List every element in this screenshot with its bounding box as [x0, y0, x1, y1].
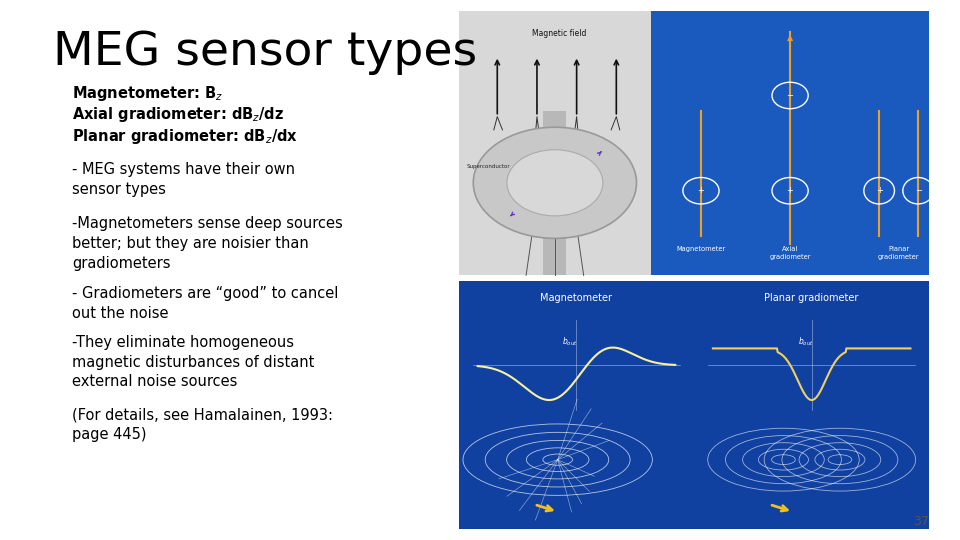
FancyBboxPatch shape — [459, 281, 929, 529]
Text: (For details, see Hamalainen, 1993:
page 445): (For details, see Hamalainen, 1993: page… — [72, 408, 333, 442]
Text: $b_{out}$: $b_{out}$ — [798, 335, 813, 348]
Text: Axial gradiometer: dB$_z$/dz: Axial gradiometer: dB$_z$/dz — [72, 105, 284, 124]
Text: Magnetometer: B$_z$: Magnetometer: B$_z$ — [72, 84, 224, 103]
Text: Axial
gradiometer: Axial gradiometer — [769, 246, 811, 260]
Text: +: + — [786, 186, 794, 195]
Text: −: − — [786, 91, 794, 100]
Text: Magnetic field: Magnetic field — [532, 29, 586, 38]
Text: -They eliminate homogeneous
magnetic disturbances of distant
external noise sour: -They eliminate homogeneous magnetic dis… — [72, 335, 314, 389]
Text: -Magnetometers sense deep sources
better; but they are noisier than
gradiometers: -Magnetometers sense deep sources better… — [72, 216, 343, 271]
Text: Magnetometer: Magnetometer — [677, 246, 726, 252]
Text: Planar gradiometer: dB$_z$/dx: Planar gradiometer: dB$_z$/dx — [72, 127, 299, 146]
Text: +: + — [698, 186, 705, 195]
Text: $b_{out}$: $b_{out}$ — [563, 335, 578, 348]
FancyBboxPatch shape — [543, 222, 566, 275]
Text: - Gradiometers are “good” to cancel
out the noise: - Gradiometers are “good” to cancel out … — [72, 286, 338, 321]
Text: +: + — [876, 186, 882, 195]
Text: Magnetometer: Magnetometer — [540, 293, 612, 303]
Text: 37: 37 — [913, 515, 929, 528]
Text: −: − — [915, 186, 922, 195]
FancyBboxPatch shape — [459, 11, 651, 275]
Text: - MEG systems have their own
sensor types: - MEG systems have their own sensor type… — [72, 162, 295, 197]
Text: MEG sensor types: MEG sensor types — [53, 30, 477, 75]
FancyBboxPatch shape — [651, 11, 929, 275]
Ellipse shape — [507, 150, 603, 216]
FancyBboxPatch shape — [543, 111, 566, 132]
Text: Planar
gradiometer: Planar gradiometer — [877, 246, 920, 260]
Text: Superconductor: Superconductor — [467, 164, 510, 170]
Ellipse shape — [473, 127, 636, 238]
Text: Planar gradiometer: Planar gradiometer — [764, 293, 859, 303]
